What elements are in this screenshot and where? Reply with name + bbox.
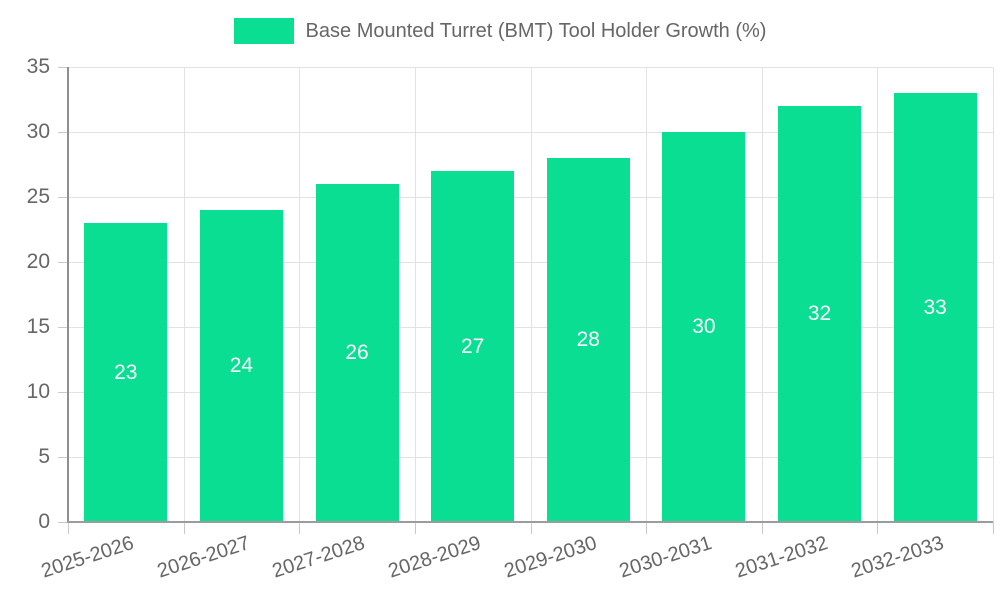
bar-2032-2033: 33 (893, 93, 977, 522)
x-tick-mark (299, 522, 301, 534)
y-tick-mark (58, 132, 68, 133)
y-tick-label: 5 (38, 445, 50, 468)
y-axis-line (67, 67, 69, 522)
x-tick-label: 2028-2029 (385, 532, 484, 583)
v-gridline (183, 67, 185, 522)
v-gridline (761, 67, 763, 522)
x-tick-label: 2030-2031 (616, 532, 715, 583)
y-tick-label: 20 (26, 250, 50, 273)
bar-2025-2026: 23 (84, 223, 168, 522)
x-tick-mark (183, 522, 185, 534)
v-gridline (646, 67, 648, 522)
legend-label: Base Mounted Turret (BMT) Tool Holder Gr… (305, 19, 767, 42)
bar-value-label: 33 (923, 295, 947, 319)
legend-swatch (233, 18, 294, 44)
y-tick-label: 25 (26, 185, 50, 208)
x-tick-mark (993, 522, 994, 534)
v-gridline (414, 67, 416, 522)
y-tick-label: 0 (38, 510, 50, 533)
bar-value-label: 30 (692, 315, 716, 338)
x-tick-label: 2025-2026 (38, 532, 137, 583)
x-tick-label: 2029-2030 (501, 532, 600, 583)
v-gridline (299, 67, 301, 522)
y-tick-mark (58, 327, 68, 328)
plot-area: 23 24 26 27 28 30 32 33 0 5 10 15 20 25 30 35 2025-202… (27, 55, 994, 582)
x-tick-mark (646, 522, 648, 534)
y-tick-mark (58, 197, 68, 198)
bar-value-label: 32 (807, 302, 832, 325)
bar-value-label: 24 (229, 354, 254, 377)
bar-2027-2028: 26 (315, 184, 399, 522)
y-tick-label: 30 (26, 120, 50, 143)
v-gridline (530, 67, 532, 522)
bar-2030-2031: 30 (662, 132, 746, 522)
y-tick-mark (58, 392, 68, 393)
x-tick-mark (761, 522, 763, 534)
bar-2026-2027: 24 (199, 210, 283, 522)
v-gridline (993, 67, 994, 522)
bar-value-label: 28 (576, 328, 600, 351)
x-tick-mark (877, 522, 879, 534)
bar-value-label: 23 (114, 360, 138, 384)
y-tick-label: 15 (26, 315, 50, 338)
y-tick-mark (58, 522, 68, 523)
legend-item[interactable]: Base Mounted Turret (BMT) Tool Holder Gr… (0, 18, 1000, 44)
bar-2029-2030: 28 (546, 158, 630, 522)
y-tick-mark (58, 457, 68, 458)
bar-2031-2032: 32 (778, 106, 862, 522)
x-tick-label: 2031-2032 (732, 532, 831, 583)
x-tick-label: 2026-2027 (154, 532, 253, 583)
x-axis-line (67, 521, 993, 523)
x-tick-label: 2027-2028 (270, 532, 368, 583)
bar-value-label: 26 (345, 341, 369, 364)
x-tick-mark (68, 522, 69, 534)
x-tick-mark (530, 522, 532, 534)
y-tick-mark (58, 67, 68, 68)
x-tick-mark (414, 522, 416, 534)
y-tick-label: 10 (26, 380, 50, 403)
bar-2028-2029: 27 (431, 171, 515, 522)
v-gridline (877, 67, 879, 522)
bar-value-label: 27 (461, 334, 485, 358)
y-tick-mark (58, 262, 68, 263)
y-tick-label: 35 (26, 55, 50, 78)
x-tick-label: 2032-2033 (848, 532, 946, 583)
